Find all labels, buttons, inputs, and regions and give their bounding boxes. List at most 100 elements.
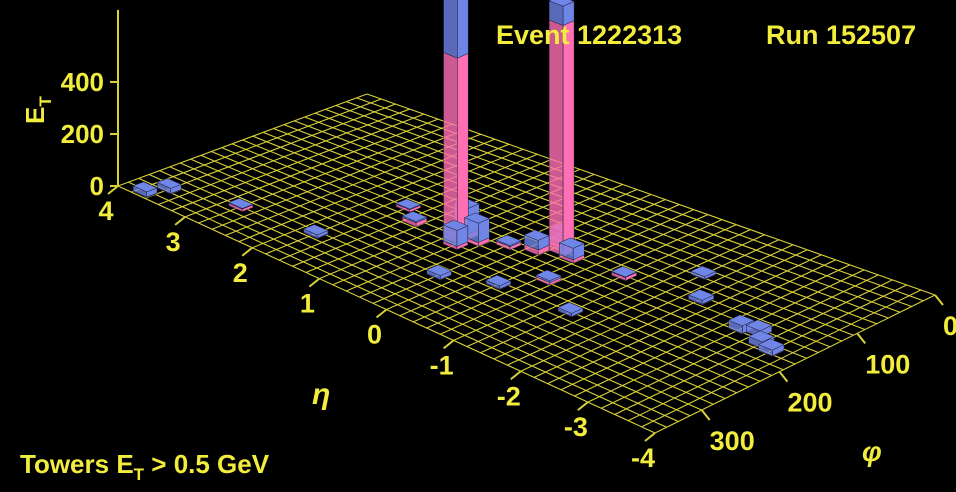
et-axis-title: ET — [20, 96, 55, 124]
tower — [610, 266, 638, 282]
tower-top — [687, 289, 715, 301]
tower — [535, 269, 562, 286]
et-tick-label: 400 — [61, 67, 104, 97]
tower-top — [485, 274, 512, 287]
grid-line-phi — [169, 166, 714, 405]
eta-tick-mark — [174, 216, 186, 226]
eta-tick-mark — [510, 370, 522, 381]
tower — [132, 181, 158, 199]
tower-top — [747, 330, 775, 343]
phi-tick-mark — [856, 332, 867, 344]
tower — [401, 211, 428, 228]
grid-line-phi — [304, 116, 866, 331]
grid-line-phi — [180, 162, 726, 400]
et-tick-label: 200 — [61, 119, 104, 149]
tower-top — [610, 266, 638, 278]
grid-line-phi — [200, 154, 749, 388]
eta-tick-mark — [107, 185, 119, 195]
grid-line-phi — [346, 101, 912, 308]
tower-top — [302, 224, 329, 236]
tower-em-side — [548, 19, 564, 257]
phi-tick-mark — [934, 294, 944, 306]
tower — [485, 274, 512, 291]
et-axis-title-main: E — [20, 107, 50, 124]
tower-top — [228, 198, 254, 209]
eta-tick-mark — [644, 432, 656, 442]
eta-tick-label: -3 — [564, 412, 588, 442]
eta-tick-label: 4 — [98, 196, 113, 226]
tower — [557, 302, 584, 318]
tower — [495, 234, 522, 251]
grid-line-phi — [148, 173, 691, 417]
grid-line-phi — [314, 112, 877, 325]
tower-top — [426, 264, 452, 276]
eta-tick-mark — [577, 401, 589, 411]
phi-tick-label: 300 — [710, 426, 755, 456]
grid-line-phi — [138, 177, 679, 423]
eta-tick-mark — [443, 339, 455, 350]
et-tick-label: 0 — [90, 171, 104, 201]
towers — [132, 0, 785, 357]
threshold-label: Towers ET > 0.5 GeV — [20, 449, 270, 484]
threshold-label-main: Towers E — [20, 449, 134, 479]
tower — [463, 212, 490, 247]
eta-phi-grid — [117, 93, 936, 434]
eta-tick-label: 3 — [166, 227, 181, 257]
grid-line-phi — [159, 170, 702, 411]
tower-top — [535, 269, 562, 281]
tower-em-side — [443, 52, 458, 245]
tower-top — [401, 211, 428, 222]
tower-top — [395, 198, 422, 210]
phi-tick-label: 200 — [787, 388, 832, 418]
tower-top — [463, 212, 490, 224]
tower — [156, 178, 182, 195]
et-axis-title-text: ET — [20, 96, 55, 124]
tower — [395, 198, 422, 213]
tower-top — [548, 0, 575, 7]
phi-tick-label: 100 — [865, 349, 910, 379]
run-number: Run 152507 — [766, 20, 916, 50]
eta-tick-mark — [308, 277, 320, 288]
phi-axis-title: φ — [862, 436, 882, 467]
tower — [442, 219, 469, 251]
tower — [443, 0, 469, 245]
tower-top — [757, 338, 785, 351]
tower — [558, 237, 585, 264]
tower — [687, 289, 715, 306]
tower — [426, 264, 452, 281]
tower-em-front — [562, 20, 575, 257]
grid-line-phi — [231, 143, 784, 371]
eta-tick-label: -1 — [430, 350, 454, 380]
eta-tick-label: 2 — [233, 258, 248, 288]
tower — [302, 224, 329, 240]
eta-tick-mark — [375, 308, 388, 319]
eta-tick-label: 1 — [300, 289, 315, 319]
tower-em-front — [457, 53, 469, 245]
grid-line-phi — [128, 181, 667, 428]
eta-tick-label: -4 — [631, 443, 655, 473]
threshold-label-sub: T — [134, 465, 145, 484]
tower-top — [727, 314, 755, 327]
eta-tick-label: 0 — [367, 320, 382, 350]
tower-had-side — [443, 0, 458, 59]
tower-top — [442, 219, 469, 231]
tower-top — [690, 265, 717, 277]
grid-line-phi — [211, 150, 761, 382]
phi-tick-mark — [778, 371, 789, 383]
grid-line-phi — [242, 139, 796, 365]
grid-line-phi — [221, 147, 772, 377]
eta-tick-mark — [241, 246, 253, 257]
grid-line-phi — [190, 158, 737, 394]
phi-tick-label: 0 — [943, 311, 956, 341]
grid-line-phi — [325, 108, 889, 319]
et-axis: 0 200 400 — [61, 10, 119, 201]
tower — [523, 229, 550, 256]
tower-top — [745, 319, 773, 332]
tower — [690, 265, 717, 281]
tower-top — [132, 181, 158, 193]
phi-tick-mark — [700, 409, 711, 421]
tower — [757, 338, 785, 357]
event-number: Event 1222313 — [496, 20, 682, 50]
threshold-label-rest: > 0.5 GeV — [144, 449, 270, 479]
